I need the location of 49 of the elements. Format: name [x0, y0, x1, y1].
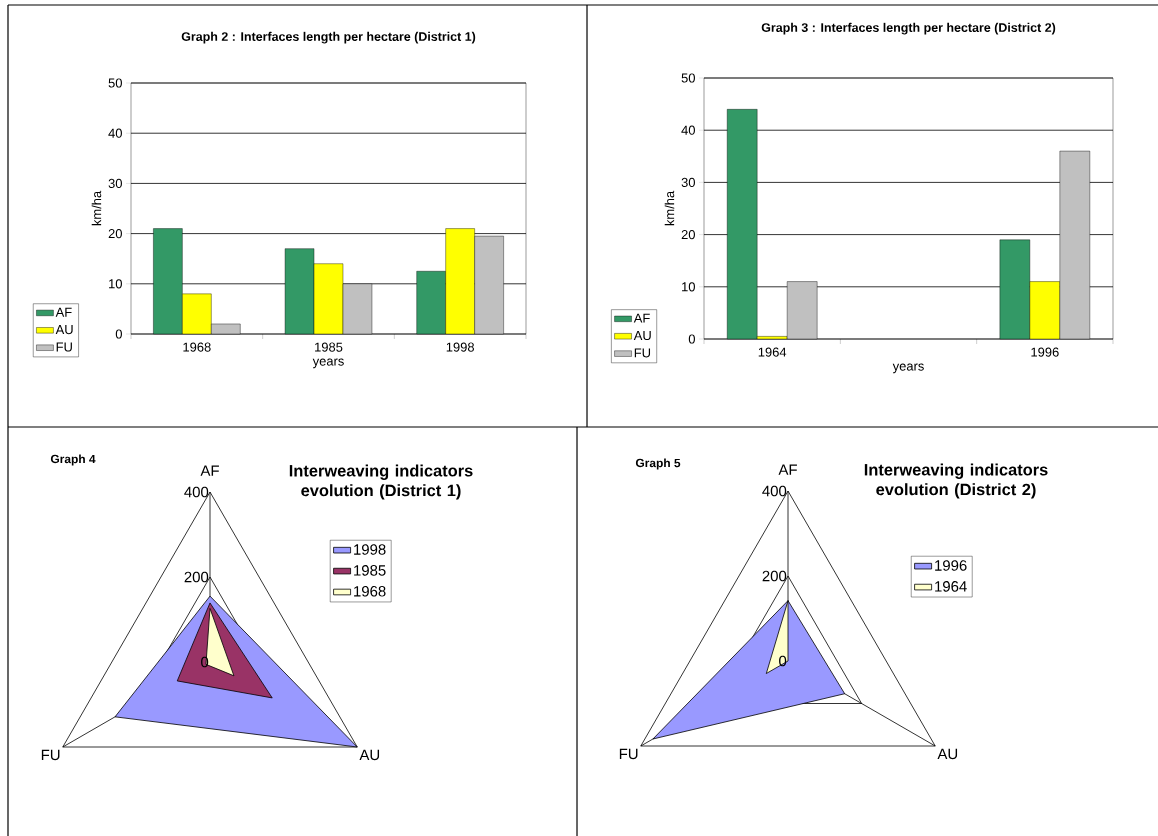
- chart-title: Graph 2 : Interfaces length per hectare (District 1): [181, 31, 476, 44]
- y-tick-label: 0: [688, 334, 695, 344]
- legend-label: 1998: [354, 544, 386, 555]
- y-tick-label: 20: [108, 229, 122, 239]
- legend-label: 1996: [935, 560, 967, 571]
- legend-label: 1968: [354, 586, 386, 597]
- y-axis-title: km/ha: [664, 190, 675, 226]
- y-tick-label: 400: [184, 486, 209, 498]
- y-tick-label: 50: [108, 78, 122, 88]
- y-tick-label: 40: [108, 128, 122, 138]
- legend-label: AU: [55, 325, 73, 335]
- caption: Graph 4: [50, 454, 96, 466]
- y-tick-label: 10: [682, 282, 695, 292]
- legend-label: AU: [633, 331, 651, 341]
- y-tick-label: 10: [109, 279, 122, 289]
- spoke-label: AF: [200, 465, 219, 476]
- legend-label: FU: [634, 348, 651, 358]
- x-tick-label: 1998: [446, 342, 475, 352]
- y-tick-label: 30: [108, 178, 122, 188]
- x-tick-label: 1964: [758, 347, 787, 357]
- spoke-label: AF: [778, 464, 797, 475]
- caption: Graph 5: [635, 458, 681, 470]
- y-tick-label: 20: [681, 230, 695, 240]
- spoke-label: AU: [937, 748, 958, 760]
- chart-title: Graph 3 : Interfaces length per hectare (District 2): [761, 22, 1056, 35]
- x-axis-title: years: [312, 358, 344, 369]
- x-tick-label: 1968: [183, 342, 211, 352]
- y-tick-label: 30: [681, 177, 695, 187]
- y-tick-label: 40: [681, 125, 695, 135]
- legend-label: 1985: [354, 565, 386, 576]
- spoke-label: FU: [619, 748, 638, 760]
- y-tick-label: 0: [779, 655, 787, 667]
- text: Interweaving indicators evolution (District 1): [289, 464, 473, 500]
- spoke-label: FU: [41, 749, 60, 761]
- y-axis-title: km/ha: [91, 190, 102, 226]
- legend-label: AF: [55, 307, 72, 317]
- x-tick-label: 1985: [315, 342, 343, 352]
- y-tick-label: 0: [115, 329, 122, 339]
- text: Interweaving indicators evolution (District 2): [864, 463, 1048, 499]
- y-tick-label: 50: [681, 73, 695, 83]
- x-tick-label: 1996: [1031, 347, 1059, 357]
- legend-label: 1964: [935, 581, 967, 592]
- legend-label: AF: [633, 313, 650, 323]
- y-tick-label: 200: [184, 571, 209, 583]
- y-tick-label: 200: [762, 570, 787, 582]
- y-tick-label: 400: [762, 485, 787, 497]
- spoke-label: AU: [359, 749, 380, 761]
- x-axis-title: years: [892, 363, 924, 374]
- legend-label: FU: [56, 342, 72, 352]
